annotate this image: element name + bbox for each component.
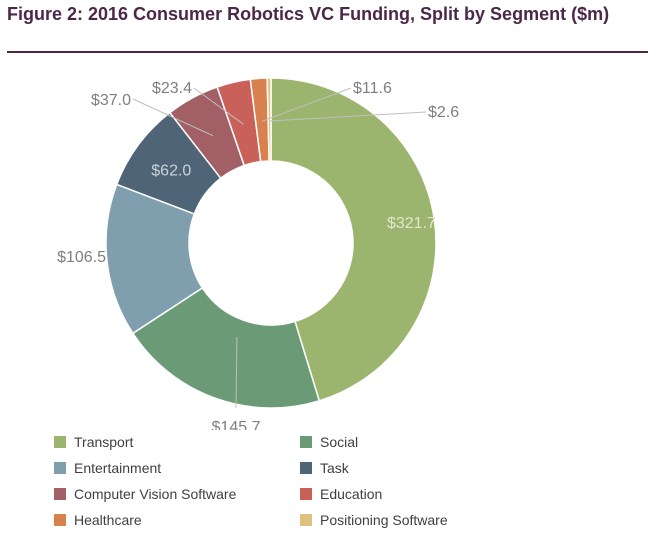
data-label-computer-vision-software: $37.0	[91, 92, 131, 109]
legend-item-task: Task	[300, 458, 494, 478]
leader-line-positioning-software	[269, 111, 427, 122]
legend-label: Entertainment	[74, 460, 162, 476]
data-label-entertainment: $106.5	[57, 249, 106, 266]
data-label-healthcare: $11.6	[353, 80, 392, 97]
leader-line-computer-vision-software	[132, 98, 214, 137]
chart-legend: Transport Social Entertainment Task Computer…	[54, 432, 494, 530]
legend-label: Computer Vision Software	[74, 486, 237, 502]
legend-swatch	[300, 462, 312, 474]
leader-line-education	[193, 87, 244, 125]
slice-positioning-software	[266, 77, 272, 162]
legend-item-transport: Transport	[54, 432, 300, 452]
donut-chart: $321.7 $145.7 $106.5 $62.0 $37.0 $23.4 $11.6 $2…	[57, 77, 459, 430]
legend-swatch	[54, 436, 66, 448]
legend-label: Education	[320, 486, 383, 502]
legend-label: Social	[320, 434, 359, 450]
data-label-positioning-software: $2.6	[428, 104, 459, 121]
slice-transport	[270, 77, 437, 402]
leader-line-healthcare	[261, 87, 352, 122]
legend-swatch	[54, 462, 66, 474]
legend-swatch	[300, 436, 312, 448]
legend-label: Task	[320, 460, 349, 476]
legend-item-entertainment: Entertainment	[54, 458, 300, 478]
title-divider	[7, 51, 648, 53]
slice-social	[131, 286, 321, 409]
legend-swatch	[300, 514, 312, 526]
chart-title: Figure 2: 2016 Consumer Robotics VC Fund…	[7, 4, 610, 24]
data-label-transport: $321.7	[387, 215, 436, 232]
legend-label: Transport	[74, 434, 134, 450]
legend-item-education: Education	[300, 484, 494, 504]
legend-swatch	[54, 514, 66, 526]
legend-swatch	[300, 488, 312, 500]
data-label-education: $23.4	[152, 80, 192, 97]
legend-label: Healthcare	[74, 512, 142, 528]
legend-item-healthcare: Healthcare	[54, 510, 300, 530]
legend-item-social: Social	[300, 432, 494, 452]
legend-label: Positioning Software	[320, 512, 448, 528]
data-label-social: $145.7	[212, 419, 261, 430]
data-label-task: $62.0	[151, 162, 191, 179]
legend-item-computer-vision-software: Computer Vision Software	[54, 484, 300, 504]
leader-line-social	[235, 337, 238, 409]
legend-swatch	[54, 488, 66, 500]
legend-item-positioning-software: Positioning Software	[300, 510, 494, 530]
